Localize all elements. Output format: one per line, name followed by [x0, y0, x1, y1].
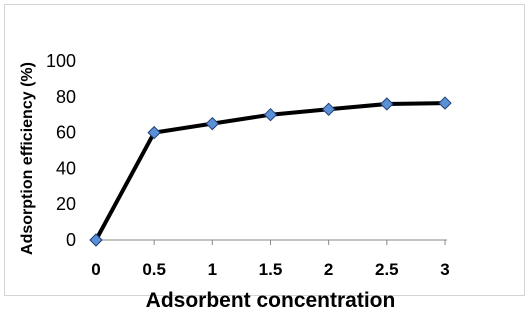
data-point [438, 96, 452, 110]
data-point [263, 107, 278, 122]
y-tick-label: 80 [56, 87, 76, 107]
data-markers [89, 96, 452, 247]
x-tick-labels: 0 0.5 1 1.5 2 2.5 3 [91, 260, 449, 279]
data-point [89, 233, 103, 247]
y-axis-title: Adsorption efficiency (%) [19, 62, 36, 255]
data-point [147, 125, 161, 140]
y-tick-label: 0 [66, 230, 76, 250]
y-tick-label: 100 [46, 51, 76, 71]
series-line [94, 101, 447, 242]
data-point [205, 116, 220, 131]
y-tick-labels: 0 20 40 60 80 100 [46, 51, 76, 250]
y-tick-label: 20 [56, 194, 76, 214]
x-tick-label: 3 [440, 260, 449, 279]
data-point [380, 97, 394, 111]
x-tick-label: 2 [324, 260, 333, 279]
x-tick-label: 1.5 [259, 260, 283, 279]
series-lines [94, 101, 447, 242]
y-tick-label: 60 [56, 123, 76, 143]
y-tick-label: 40 [56, 158, 76, 178]
data-point [321, 102, 336, 117]
x-tick-marks [95, 240, 446, 245]
x-tick-label: 0 [91, 260, 100, 279]
x-axis-title: Adsorbent concentration [146, 289, 396, 312]
x-tick-label: 0.5 [142, 260, 166, 279]
x-tick-label: 1 [208, 260, 217, 279]
x-tick-label: 2.5 [375, 260, 399, 279]
chart-frame [4, 4, 525, 296]
